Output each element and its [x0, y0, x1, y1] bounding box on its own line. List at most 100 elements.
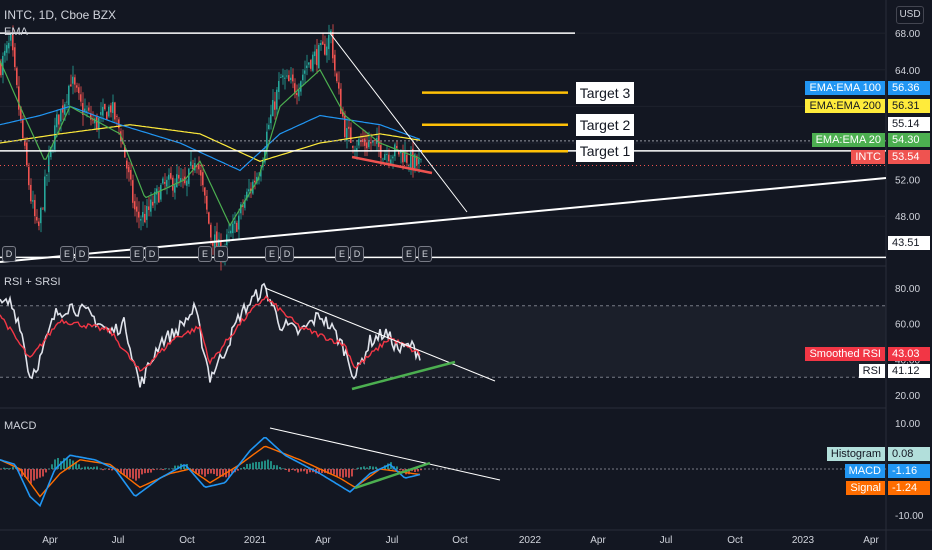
price-candle — [374, 139, 376, 141]
macd-histogram-bar — [243, 466, 245, 469]
price-candle — [44, 176, 46, 211]
price-candle — [128, 166, 130, 173]
macd-histogram-bar — [138, 469, 140, 479]
price-candle — [116, 115, 118, 117]
price-candle — [328, 35, 330, 50]
value-tag: 43.03 — [888, 347, 930, 361]
macd-histogram-bar — [195, 469, 197, 474]
macd-histogram-bar — [198, 469, 200, 475]
macd-histogram-bar — [111, 469, 113, 471]
rsi-line — [0, 282, 421, 388]
price-candle — [14, 47, 16, 67]
rsi-tick-label: 20.00 — [895, 391, 920, 402]
macd-histogram-bar — [201, 469, 203, 475]
earnings-event-marker[interactable]: E — [402, 246, 416, 262]
value-tag: 55.14 — [888, 117, 930, 131]
macd-histogram-bar — [333, 469, 335, 475]
value-tag: 56.36 — [888, 81, 930, 95]
earnings-event-marker[interactable]: D — [214, 246, 228, 262]
price-candle — [296, 93, 298, 96]
price-candle — [294, 83, 296, 94]
x-tick-label: Apr — [42, 535, 58, 546]
macd-histogram-bar — [33, 469, 35, 481]
price-candle — [48, 155, 50, 173]
earnings-event-marker[interactable]: E — [265, 246, 279, 262]
macd-histogram-bar — [81, 467, 83, 469]
earnings-event-marker[interactable]: E — [130, 246, 144, 262]
price-candle — [314, 51, 316, 57]
x-tick-label: 2021 — [244, 535, 267, 546]
price-candle — [166, 180, 168, 187]
price-candle — [356, 148, 358, 152]
macd-histogram-bar — [171, 468, 173, 469]
macd-histogram-bar — [246, 463, 248, 469]
indicator-label-tag: Histogram — [826, 447, 885, 461]
macd-histogram-bar — [63, 458, 65, 469]
ema-indicator-title: EMA — [4, 26, 28, 38]
price-candle — [76, 85, 78, 88]
macd-histogram-bar — [168, 468, 170, 470]
price-candle — [134, 201, 136, 210]
price-candle — [392, 156, 394, 159]
currency-button[interactable]: USD — [896, 6, 924, 24]
price-candle — [36, 216, 38, 221]
macd-histogram-bar — [300, 469, 302, 472]
earnings-event-marker[interactable]: E — [60, 246, 74, 262]
macd-histogram-bar — [366, 467, 368, 469]
price-candle — [90, 113, 92, 120]
ema-20-line — [0, 60, 421, 227]
price-candle — [22, 120, 24, 139]
price-candle — [86, 110, 88, 112]
macd-histogram-bar — [207, 469, 209, 475]
price-candle — [138, 211, 140, 218]
earnings-event-marker[interactable]: E — [335, 246, 349, 262]
price-candle — [40, 208, 42, 224]
earnings-event-marker[interactable]: D — [280, 246, 294, 262]
price-candle — [156, 188, 158, 195]
macd-signal-line — [0, 445, 421, 498]
macd-histogram-bar — [192, 469, 194, 471]
earnings-event-marker[interactable]: D — [145, 246, 159, 262]
macd-histogram-bar — [177, 465, 179, 469]
macd-histogram-bar — [417, 469, 419, 472]
earnings-event-marker[interactable]: D — [350, 246, 364, 262]
earnings-event-marker[interactable]: D — [2, 246, 16, 262]
price-candle — [292, 74, 294, 82]
earnings-event-marker[interactable]: E — [198, 246, 212, 262]
price-candle — [270, 114, 272, 124]
macd-histogram-bar — [255, 461, 257, 469]
price-candle — [340, 88, 342, 114]
price-candle — [198, 164, 200, 170]
earnings-event-marker[interactable]: E — [418, 246, 432, 262]
macd-histogram-bar — [261, 461, 263, 469]
price-candle — [2, 55, 4, 76]
price-candle — [320, 43, 322, 46]
price-candle — [38, 221, 40, 226]
price-candle — [234, 220, 236, 224]
macd-histogram-bar — [399, 469, 401, 471]
price-candle — [316, 49, 318, 66]
price-candle — [158, 191, 160, 203]
indicator-label-tag: MACD — [844, 464, 885, 478]
macd-histogram-bar — [51, 464, 53, 469]
indicator-label-tag: Signal — [846, 481, 885, 495]
price-candle — [148, 206, 150, 211]
price-candle — [152, 201, 154, 206]
macd-indicator-title: MACD — [4, 420, 37, 432]
price-candle — [188, 168, 190, 184]
price-candle — [298, 90, 300, 97]
macd-histogram-bar — [372, 466, 374, 469]
price-candle — [248, 189, 250, 192]
earnings-event-marker[interactable]: D — [75, 246, 89, 262]
price-candle — [162, 178, 164, 184]
macd-histogram-bar — [219, 469, 221, 477]
price-candle — [178, 174, 180, 179]
price-candle — [384, 154, 386, 160]
price-candle — [104, 103, 106, 110]
macd-histogram-bar — [57, 457, 59, 469]
macd-histogram-bar — [30, 469, 32, 484]
macd-histogram-bar — [267, 459, 269, 469]
price-candle — [174, 185, 176, 193]
target-label: Target 2 — [576, 113, 634, 136]
price-candle — [230, 230, 232, 234]
